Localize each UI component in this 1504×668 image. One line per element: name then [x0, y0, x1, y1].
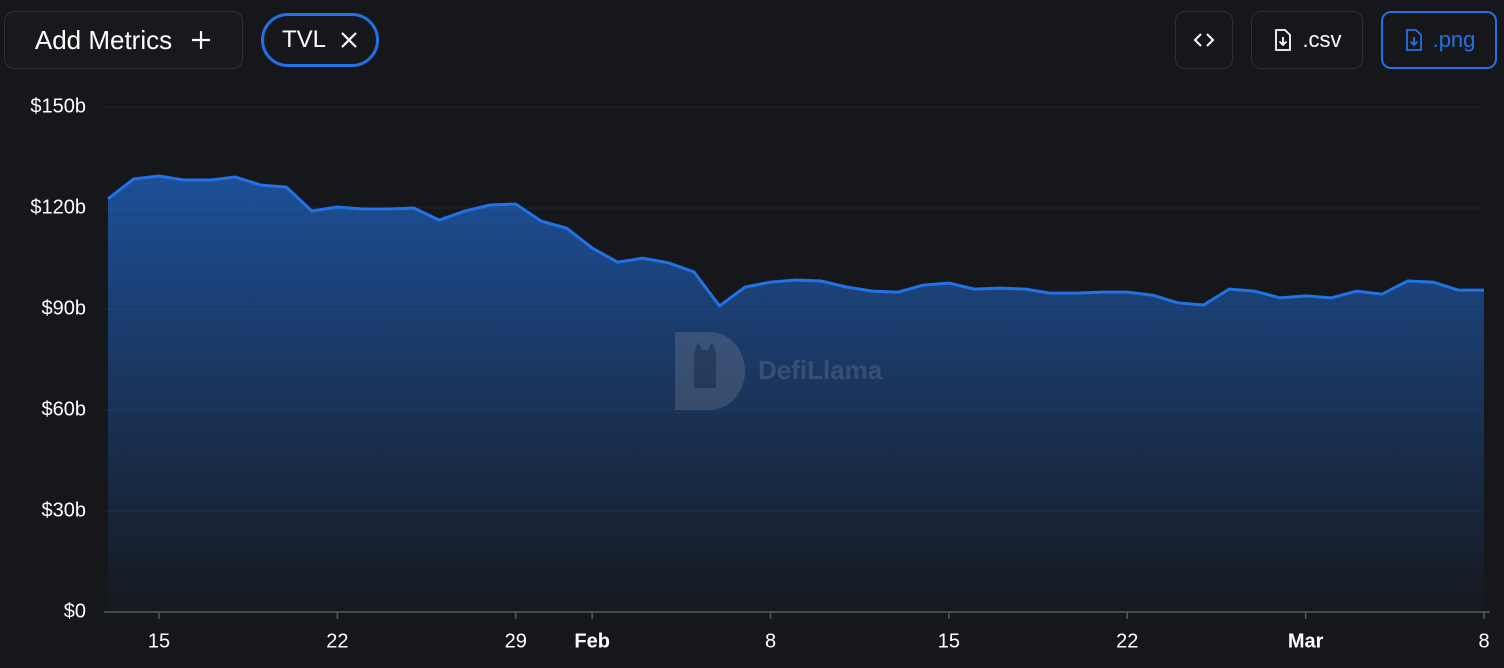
x-tick-label: 29	[505, 630, 527, 652]
x-tick-label: 22	[1116, 630, 1138, 652]
add-metrics-label: Add Metrics	[34, 24, 173, 55]
x-tick-label: Mar	[1288, 630, 1324, 652]
y-tick-label: $30b	[42, 499, 87, 521]
x-tick-label: 8	[765, 630, 776, 652]
y-tick-label: $150b	[30, 95, 86, 117]
embed-button[interactable]	[1175, 11, 1233, 69]
tvl-chip-label: TVL	[281, 26, 326, 53]
x-tick-label: 22	[326, 630, 348, 652]
watermark: DefiLlama	[675, 332, 883, 410]
code-icon	[1193, 33, 1215, 47]
area	[108, 176, 1484, 612]
watermark-text: DefiLlama	[758, 355, 883, 385]
x-tick-label: Feb	[574, 630, 610, 652]
download-icon	[1275, 29, 1292, 51]
y-tick-label: $120b	[30, 196, 86, 218]
x-tick-label: 8	[1478, 630, 1489, 652]
csv-label: .csv	[1302, 27, 1342, 52]
download-icon	[1405, 29, 1422, 51]
csv-button[interactable]: .csv	[1251, 11, 1363, 69]
png-button[interactable]: .png	[1381, 11, 1497, 69]
y-tick-label: $90b	[42, 297, 87, 319]
x-tick-label: 15	[938, 630, 960, 652]
y-tick-label: $60b	[42, 398, 87, 420]
close-icon	[341, 32, 357, 48]
tvl-chip[interactable]: TVL	[261, 13, 379, 67]
add-metrics-button[interactable]: Add Metrics	[4, 11, 243, 69]
x-tick-label: 15	[148, 630, 170, 652]
y-tick-label: $0	[64, 600, 86, 622]
png-label: .png	[1432, 27, 1476, 52]
plus-icon	[192, 31, 211, 49]
line	[107, 174, 1484, 308]
